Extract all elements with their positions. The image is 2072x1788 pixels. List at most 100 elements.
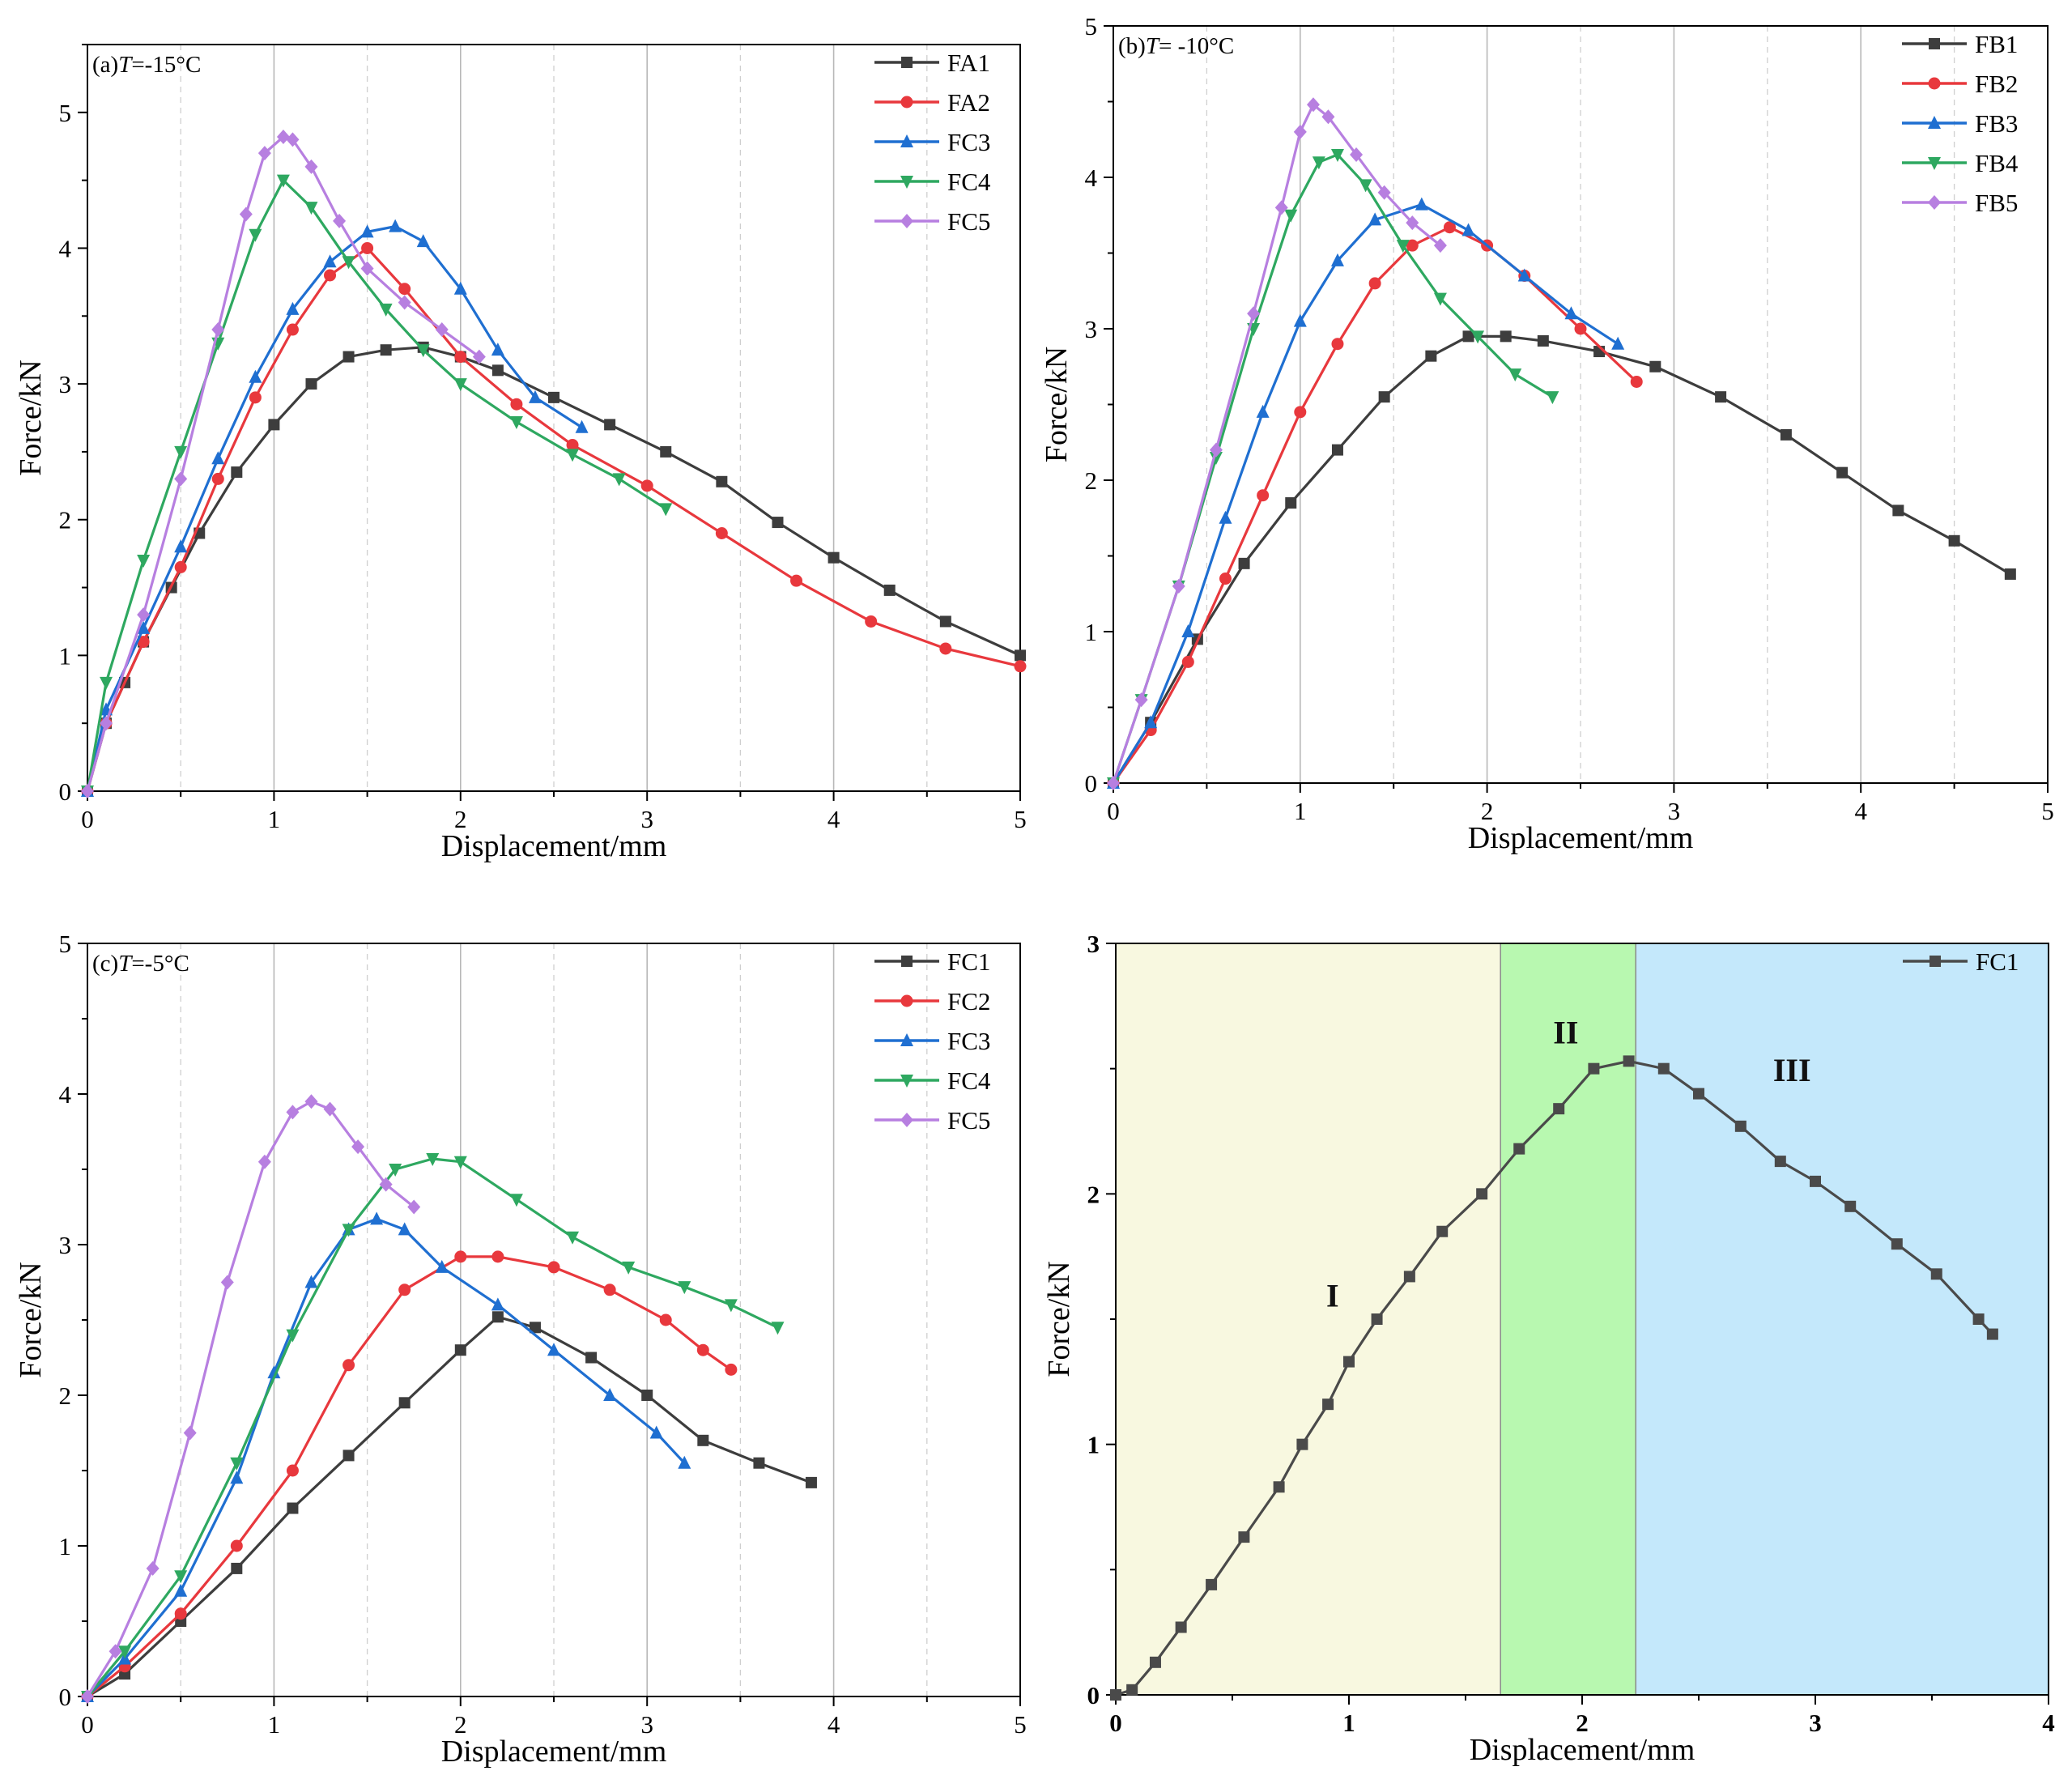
data-point-FC3 [649,1425,663,1439]
y-tick-label: 2 [1087,1180,1100,1208]
data-point-FB4 [1508,368,1522,382]
data-point-FB5 [1293,124,1307,139]
panel-label: (b)T= -10°C [1118,33,1234,59]
data-point-FC5 [407,1199,421,1215]
data-point-FC1 [1238,1531,1250,1543]
data-point-FB1 [1715,391,1727,403]
data-point-FB1 [1462,330,1474,343]
legend-label-FC3: FC3 [947,128,990,156]
data-point-FC1 [1175,1621,1187,1633]
legend-marker-FA2 [900,96,913,109]
series-FC4 [81,174,673,798]
data-point-FC4 [379,303,393,317]
legend-marker-FC3 [900,1033,913,1046]
legend-marker-FB3 [1928,116,1941,129]
legend-marker-FB1 [1929,38,1940,49]
data-point-FA2 [790,574,803,587]
y-tick-label: 0 [59,1683,72,1711]
data-point-FC2 [725,1363,738,1376]
x-tick-label: 2 [454,1710,467,1739]
data-point-FC3 [491,343,504,356]
data-point-FA1 [604,419,616,431]
y-tick-label: 3 [59,1231,72,1259]
data-point-FA2 [865,615,878,628]
data-point-FB1 [2004,568,2016,580]
y-axis-title: Force/kN [14,1262,48,1378]
y-tick-label: 1 [1087,1431,1100,1459]
data-point-FB3 [1368,212,1382,226]
y-tick-label: 4 [59,1080,72,1109]
data-point-FC5 [379,1177,393,1192]
data-point-FA2 [939,642,952,655]
data-point-FB4 [1359,179,1372,193]
legend-marker-FC1 [1929,956,1941,967]
legend: FA1 FA2 FC3 FC4 FC5 [874,49,991,236]
legend-label-FA2: FA2 [947,88,990,117]
x-axis-title: Displacement/mm [441,829,667,863]
chart-panel-1: 0 1 2 3 4 5 0 1 2 3 4 5 Displacement/mm Force/kN (a)T=… [14,44,1027,863]
data-point-FC5 [333,213,347,228]
legend-marker-FB4 [1928,157,1941,170]
legend-marker-FC5 [900,214,913,228]
data-point-FA1 [342,351,355,363]
data-point-FB1 [1892,504,1904,517]
y-tick-label: 2 [1085,466,1098,495]
legend-label-FC2: FC2 [947,987,990,1015]
y-axis-title: Force/kN [14,360,48,476]
data-point-FA2 [286,323,299,336]
data-point-FC5 [239,206,253,222]
y-tick-label: 5 [1085,12,1098,40]
data-point-FA2 [640,479,653,492]
data-point-FB1 [1378,391,1390,403]
data-point-FC5 [257,1154,271,1169]
x-tick-label: 1 [1294,797,1307,825]
data-point-FC1 [1149,1656,1161,1668]
data-point-FA2 [510,398,523,411]
data-point-FC3 [389,219,402,232]
legend: FB1 FB2 FB3 FB4 FB5 [1902,30,2019,217]
data-point-FC3 [249,369,262,383]
data-point-FC1 [529,1322,541,1334]
legend: FC1 FC2 FC3 FC4 FC5 [874,947,991,1135]
x-tick-label: 2 [454,805,467,833]
data-point-FB2 [1219,573,1232,585]
data-point-FC5 [183,1425,197,1441]
data-point-FC1 [1126,1684,1138,1696]
data-point-FC1 [1657,1062,1670,1075]
x-tick-label: 0 [81,1710,94,1739]
series-FC4 [81,1152,785,1704]
y-tick-label: 0 [1087,1681,1100,1709]
data-point-FC1 [1553,1103,1565,1115]
x-tick-label: 4 [828,1710,840,1739]
series-FA2 [81,241,1027,798]
data-point-FB2 [1257,489,1270,502]
series-FB1 [1108,330,2016,789]
data-point-FC2 [491,1250,504,1263]
data-point-FB4 [1330,148,1344,162]
x-axis-title: Displacement/mm [1468,821,1694,855]
chart-panel-3: 0 1 2 3 4 5 0 1 2 3 4 5 Displacement/mm Force/kN (c)T=… [14,930,1027,1769]
legend-label-FB3: FB3 [1975,109,2018,138]
series-line-FC2 [86,1255,732,1698]
legend-label-FC1: FC1 [947,947,990,976]
x-tick-label: 5 [1014,805,1027,833]
series-FC5 [81,1094,421,1704]
legend-marker-FA1 [901,57,913,68]
data-point-FB5 [1406,215,1419,231]
data-point-FC4 [304,202,318,215]
y-tick-label: 4 [1085,164,1098,192]
data-point-FC1 [1588,1062,1600,1075]
legend-label-FC1: FC1 [1976,947,2019,976]
data-point-FB1 [1285,497,1297,509]
series-FB5 [1107,97,1447,790]
data-point-FC5 [146,1560,160,1576]
legend-label-FB2: FB2 [1975,70,2018,98]
data-point-FC2 [174,1607,187,1620]
data-point-FC4 [276,174,290,188]
data-point-FB3 [1461,223,1475,236]
series-FC5 [81,129,486,798]
data-point-FC4 [724,1299,738,1313]
data-point-FC1 [231,1562,243,1574]
